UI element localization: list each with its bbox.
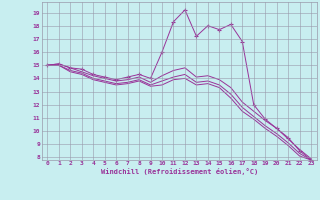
X-axis label: Windchill (Refroidissement éolien,°C): Windchill (Refroidissement éolien,°C) xyxy=(100,168,258,175)
